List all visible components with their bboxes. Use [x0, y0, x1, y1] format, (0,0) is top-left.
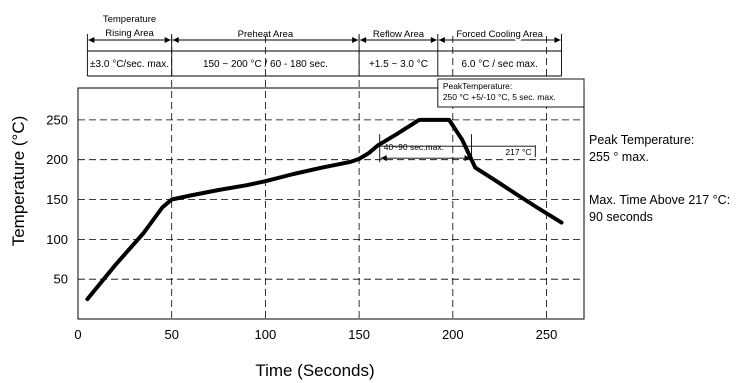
side-note-line: Peak Temperature:: [589, 133, 694, 147]
zone-arrowhead: [88, 37, 94, 43]
zone-arrowhead: [360, 37, 366, 43]
time-above-label: 40~90 sec.max.: [384, 142, 444, 152]
x-tick-label: 150: [348, 327, 370, 342]
zone-arrowhead: [555, 37, 561, 43]
y-tick-label: 250: [46, 112, 68, 127]
peak-box-title: PeakTemperature:: [443, 81, 512, 91]
y-tick-label: 200: [46, 152, 68, 167]
zone-name: Temperature: [103, 14, 156, 25]
zone-name: Reflow Area: [373, 29, 425, 40]
y-tick-label: 150: [46, 192, 68, 207]
zone-arrowhead: [352, 37, 358, 43]
zone-spec: ±3.0 °C/sec. max.: [90, 59, 169, 70]
y-axis-title: Temperature (°C): [9, 116, 28, 247]
plot-frame: [78, 88, 584, 319]
y-tick-label: 100: [46, 232, 68, 247]
side-note-line: 255 ° max.: [589, 150, 649, 164]
tick-labels: 0 50 100 150 200 250 50 100 150 200 250: [46, 112, 557, 342]
grid: [78, 36, 584, 319]
zone-arrowhead: [439, 37, 445, 43]
x-tick-label: 100: [255, 327, 277, 342]
x-axis-title: Time (Seconds): [255, 361, 374, 380]
peak-box-spec: 250 °C +5/-10 °C, 5 sec. max.: [443, 92, 556, 102]
side-note-line: 90 seconds: [589, 210, 653, 224]
threshold-label: 217 °C: [505, 147, 531, 157]
x-tick-label: 0: [74, 327, 81, 342]
temperature-profile-line: [87, 120, 561, 299]
x-tick-label: 50: [164, 327, 178, 342]
y-tick-label: 50: [54, 272, 68, 287]
annotations: PeakTemperature:250 °C +5/-10 °C, 5 sec.…: [380, 79, 584, 162]
zone-arrowhead: [165, 37, 171, 43]
zone-name: Forced Cooling Area: [456, 29, 543, 40]
zone-arrowhead: [173, 37, 179, 43]
side-notes: Peak Temperature: 255 ° max. Max. Time Abo…: [589, 133, 730, 224]
side-note-line: Max. Time Above 217 °C:: [589, 193, 730, 207]
time-above-arrowhead: [381, 155, 387, 161]
x-tick-label: 250: [536, 327, 558, 342]
x-tick-label: 200: [442, 327, 464, 342]
zone-name: Rising Area: [105, 28, 154, 39]
zone-arrowhead: [431, 37, 437, 43]
zone-spec: +1.5 ~ 3.0 °C: [369, 59, 428, 70]
zone-spec: 6.0 °C / sec max.: [462, 59, 538, 70]
